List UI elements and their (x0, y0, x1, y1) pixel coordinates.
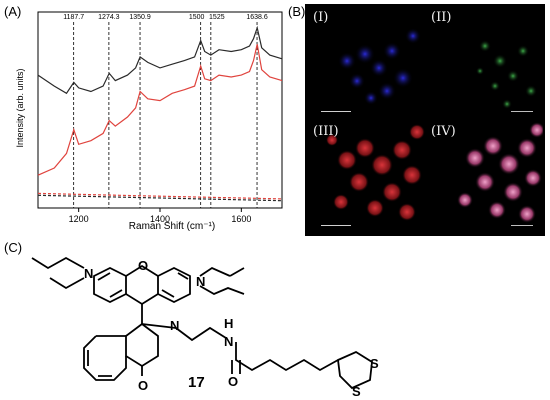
peak-label: 1187.7 (63, 14, 84, 21)
series-layer (37, 25, 283, 202)
fluorescence-micrograph-grid: (I) (II) (III) (305, 4, 545, 236)
quadrant-label-iii: (III) (313, 124, 339, 139)
plot-border (37, 11, 283, 209)
quadrant-label-i: (I) (313, 10, 329, 25)
raman-spectrum-chart: 1187.7 1274.3 1350.9 1500 1525 1638.6 1200 140… (15, 11, 283, 232)
scale-bar (321, 111, 351, 112)
compound-number: 17 (188, 374, 205, 391)
atom-o-amide: O (228, 374, 238, 389)
atom-n-lactam: N (170, 318, 179, 333)
peak-label: 1525 (209, 14, 225, 21)
micrograph-red: (III) (307, 120, 425, 234)
scale-bar (321, 225, 351, 226)
peak-label: 1274.3 (98, 14, 120, 21)
green-cells-image (476, 40, 537, 109)
x-tick-label: 1200 (69, 214, 89, 224)
spectrum-series-3 (37, 194, 283, 202)
red-cells-image (326, 124, 425, 221)
micrograph-blue: (I) (307, 6, 425, 120)
atom-n-left: N (84, 266, 93, 281)
atom-h-amide: H (224, 316, 233, 331)
tick-layer: 1200 1400 1600 (69, 208, 251, 224)
atom-n-amide: N (224, 334, 233, 349)
x-tick-label: 1600 (231, 214, 251, 224)
atom-o-lactam: O (138, 378, 148, 393)
merged-cells-image (457, 122, 543, 223)
peak-label: 1350.9 (129, 14, 151, 21)
panel-b-label: (B) (288, 4, 306, 19)
x-axis-label: Raman Shift (cm⁻¹) (129, 221, 215, 232)
panel-a-label: (A) (4, 4, 22, 19)
spectrum-series-2 (37, 44, 283, 176)
atom-s-1: S (370, 356, 379, 371)
micrograph-green: (II) (425, 6, 543, 120)
chemical-structure: O N N N H N O O S S (31, 256, 379, 399)
quadrant-label-iv: (IV) (431, 124, 456, 139)
atom-n-right: N (196, 274, 205, 289)
plot-frame (37, 11, 283, 209)
spectrum-series-4 (37, 192, 283, 200)
scale-bar (511, 225, 533, 226)
structure-bonds (31, 256, 373, 390)
scale-bar (511, 111, 533, 112)
peak-label: 1500 (189, 14, 205, 21)
x-tick-label: 1400 (150, 214, 170, 224)
peak-label: 1638.6 (246, 14, 268, 21)
peak-guide-lines: 1187.7 1274.3 1350.9 1500 1525 1638.6 (63, 14, 268, 208)
spectrum-series-1 (37, 25, 283, 95)
atom-s-2: S (352, 384, 361, 399)
atom-o-xanthene: O (138, 258, 148, 273)
blue-cells-image (338, 28, 421, 105)
micrograph-merge: (IV) (425, 120, 543, 234)
panel-c-label: (C) (4, 240, 23, 255)
quadrant-label-ii: (II) (431, 10, 452, 25)
y-axis-label: Intensity (arb. units) (15, 68, 25, 147)
